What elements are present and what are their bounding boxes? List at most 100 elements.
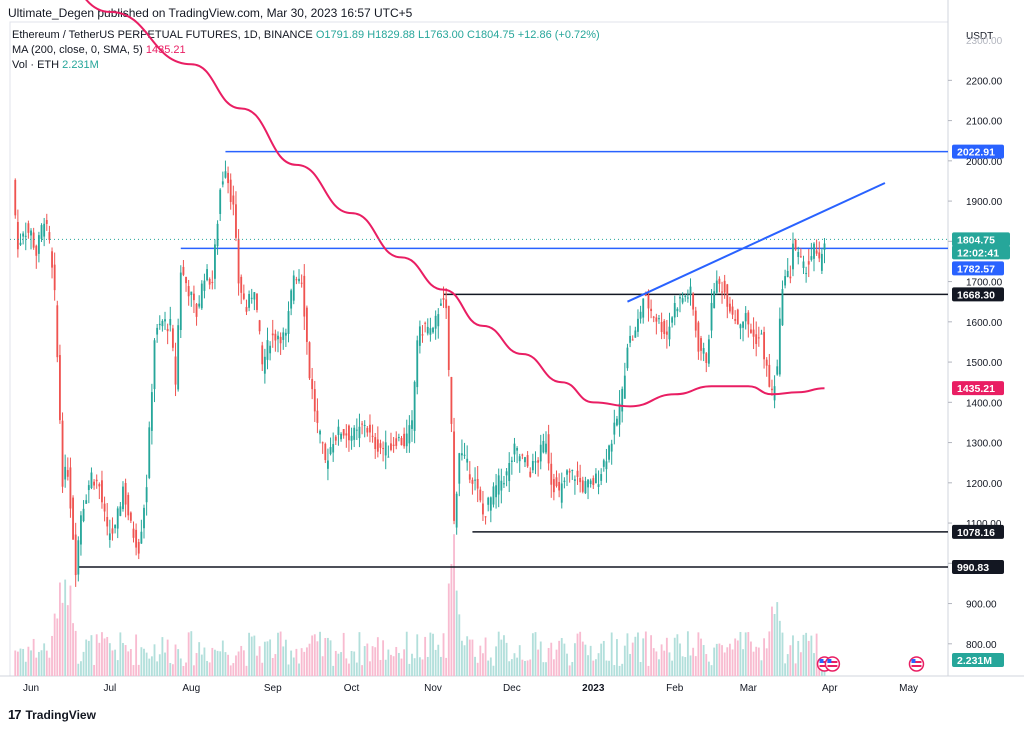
volume-bar [468,639,471,676]
legend-vol-row: Vol · ETH 2.231M [12,58,600,73]
candle-body [497,475,500,495]
volume-bar [290,650,293,676]
candle-body [810,256,813,260]
trendline-group[interactable] [627,182,886,303]
candle-body [311,379,314,390]
candle-body [434,315,437,329]
vol-label[interactable]: Vol · ETH [12,59,60,71]
volume-bar [579,631,582,676]
candle-body [303,275,306,317]
volume-bar [350,650,353,676]
volume-bar [87,640,90,676]
volume-bar [237,651,240,676]
volume-bar [771,606,773,676]
volume-bar [689,655,692,676]
volume-bar [279,631,282,676]
candle-body [432,327,434,333]
candle-body [616,418,618,426]
candle-body [53,264,56,291]
candle-body [90,472,93,489]
volume-bar [545,662,547,676]
candle-body [95,479,98,482]
candle-body [778,318,781,375]
candle-body [274,333,277,341]
candle-body [271,333,274,336]
volume-bar [371,646,374,676]
ma-label[interactable]: MA (200, close, 0, SMA, 5) [12,44,143,56]
candle-body [187,286,190,297]
event-flags[interactable] [816,656,925,672]
candle-body [316,410,319,423]
volume-bar [526,660,529,676]
candle-body [179,272,182,330]
y-tick-label: 900.00 [966,600,997,611]
candle-body [802,261,805,268]
volume-bar [66,605,69,676]
volume-bar [187,632,190,676]
volume-bar [319,631,321,676]
volume-bar [707,661,710,676]
candle-body [395,438,398,446]
candle-body [329,447,332,455]
volume-bar [224,652,227,676]
volume-bar [560,638,563,676]
candle-body [686,297,689,299]
candle-body [206,269,208,281]
candle-body [24,235,27,237]
volume-bar [143,648,145,676]
candle-body [742,321,744,328]
candle-body [508,463,511,482]
candle-body [818,252,821,259]
volume-bar [334,650,337,676]
volume-bar [723,652,726,676]
tradingview-brand[interactable]: 17 TradingView [8,707,96,722]
candle-body [813,243,815,259]
candle-body [350,435,353,441]
candle-body [744,313,747,322]
volume-bar [602,640,605,676]
symbol-name[interactable]: Ethereum / TetherUS PERPETUAL FUTURES, 1… [12,29,313,41]
candle-body [421,334,424,336]
time-axis[interactable]: Jun Jul Aug Sep Oct Nov Dec 2023 Feb Mar Apr May [23,683,918,694]
candle-body [807,261,810,265]
candle-body [287,311,290,334]
grid [0,0,1024,677]
candle-body [618,403,621,425]
volume-bar [610,632,613,676]
volume-bar [710,665,713,676]
volume-bar [24,661,27,676]
x-tick-label: May [899,683,918,694]
candle-body [43,223,46,237]
candle-body [526,455,529,467]
candle-body [413,381,416,431]
candle-body [476,478,479,489]
candle-body [298,278,300,282]
volume-bar [101,632,103,676]
volume-bar [778,620,781,676]
volume-bar [605,660,608,676]
volume-bar [411,653,413,676]
candle-body [135,529,138,548]
volume-bar [198,642,201,676]
candle-body [334,436,337,441]
volume-bar [35,657,38,676]
price-label-text: 1668.30 [957,289,995,301]
candle-body [108,533,111,540]
brand-label: TradingView [25,707,96,722]
candle-body [637,318,639,332]
volume-bar [503,635,505,676]
volume-bar [729,643,731,676]
volume-bar [355,662,358,676]
price-label-trend: 2022.91 [952,144,1004,159]
horizontal-levels[interactable] [78,150,948,568]
candle-body [715,280,718,293]
candle-body [345,433,348,436]
candle-body [203,280,206,291]
price-label-text: 1435.21 [957,383,995,395]
candle-body [568,470,571,473]
volume-bar [797,640,800,676]
candle-body [32,232,35,248]
candle-body [721,291,723,293]
